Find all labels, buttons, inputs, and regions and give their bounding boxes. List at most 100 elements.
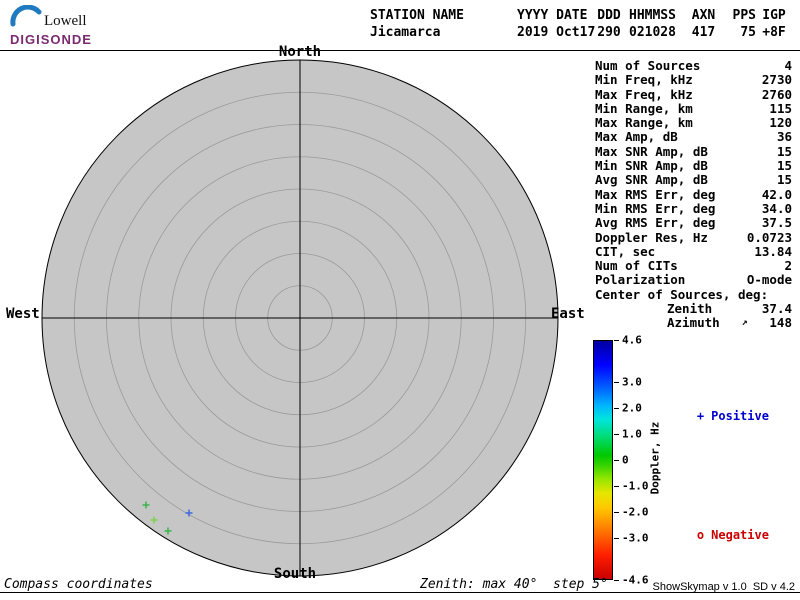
header-field-value: +8F <box>762 25 786 40</box>
stat-row: Max Amp, dB 36 <box>595 129 792 145</box>
colorbar-tick <box>614 512 619 514</box>
positive-marker-icon: + <box>696 409 705 423</box>
stat-row: Max Range, km 120 <box>595 115 792 131</box>
stat-label: Num of CITs <box>595 258 678 274</box>
compass-label-north: North <box>278 44 322 60</box>
colorbar-tick <box>614 538 619 540</box>
stat-value: 37.4 <box>761 301 792 317</box>
footer-coordinates-label: Compass coordinates <box>4 577 153 592</box>
stat-label: Center of Sources, deg: <box>595 286 769 302</box>
colorbar <box>593 340 613 580</box>
colorbar-tick-label: -3.0 <box>622 531 649 545</box>
stat-label: Min Range, km <box>595 100 693 116</box>
colorbar-tick-label: -2.0 <box>622 505 649 519</box>
stat-value: 2760 <box>761 86 792 102</box>
header-field-label: HHMMSS <box>629 8 676 23</box>
colorbar-tick-label: 3.0 <box>622 375 642 389</box>
stat-value: 36 <box>776 129 792 145</box>
legend-negative-label: Negative <box>711 528 769 542</box>
stat-row: Polarization O-mode <box>595 272 792 288</box>
stat-label: CIT, sec <box>595 243 656 259</box>
stat-row: Num of CITs 2 <box>595 258 792 274</box>
colorbar-tick-label: 4.6 <box>622 333 642 347</box>
stat-label: Polarization <box>595 272 686 288</box>
header-field-value: 2019 Oct17 <box>517 25 596 40</box>
stat-row: Doppler Res, Hz 0.0723 <box>595 229 792 245</box>
azimuth-direction-icon: ↗ <box>741 317 748 329</box>
stat-label: Max Range, km <box>595 115 693 131</box>
colorbar-tick-label: 0 <box>622 453 629 467</box>
logo-lowell-text: Lowell <box>44 13 87 29</box>
stat-value: 148 <box>769 315 792 331</box>
stat-label: Max RMS Err, deg <box>595 186 716 202</box>
header-field-label: PPS <box>732 8 756 23</box>
stat-label: Zenith <box>667 301 713 317</box>
stat-row: Center of Sources, deg: <box>595 286 792 302</box>
header-field-value: 021028 <box>629 25 676 40</box>
stat-label: Max SNR Amp, dB <box>595 143 708 159</box>
stat-label: Avg SNR Amp, dB <box>595 172 708 188</box>
stat-row: Min RMS Err, deg 34.0 <box>595 200 792 216</box>
logo-swoosh-icon <box>10 5 42 27</box>
header-field-value: 75 <box>740 25 756 40</box>
stat-row: Avg RMS Err, deg 37.5 <box>595 215 792 231</box>
source-marker <box>164 527 172 535</box>
header-divider <box>0 50 800 51</box>
stat-value: 115 <box>769 100 792 116</box>
stat-value: 34.0 <box>761 200 792 216</box>
colorbar-tick-label: 2.0 <box>622 401 642 415</box>
colorbar-tick <box>614 381 619 383</box>
header-field-label: IGP <box>762 8 786 23</box>
source-marker <box>150 516 158 524</box>
colorbar-title: Doppler, Hz <box>648 421 662 495</box>
stat-row: Max Freq, kHz 2760 <box>595 86 792 102</box>
colorbar-tick <box>614 486 619 488</box>
stat-label: Min SNR Amp, dB <box>595 158 708 174</box>
header-field-label: STATION NAME <box>370 8 464 23</box>
colorbar-tick-label: 1.0 <box>622 427 642 441</box>
stat-row: CIT, sec 13.84 <box>595 243 792 259</box>
legend-negative: o Negative <box>668 514 769 556</box>
compass-label-south: South <box>273 566 317 582</box>
header-field-label: AXN <box>691 8 716 23</box>
stat-value: 42.0 <box>761 186 792 202</box>
footer-divider <box>0 592 800 593</box>
negative-marker-icon: o <box>696 528 705 542</box>
source-marker <box>185 509 193 517</box>
colorbar-tick <box>614 433 619 435</box>
colorbar-tick-label: -4.6 <box>622 573 649 587</box>
header-field-value: Jicamarca <box>370 25 441 40</box>
header-field-label: YYYY DATE <box>517 8 588 23</box>
stat-label: Num of Sources <box>595 58 701 73</box>
stat-value: 2730 <box>761 72 792 88</box>
header-field-value: 417 <box>691 25 716 40</box>
source-marker <box>142 501 150 509</box>
stat-value: 15 <box>776 172 792 188</box>
stat-value: 15 <box>776 158 792 174</box>
header-table: STATION NAME YYYY DATE DDD HHMMSS AXN PPS IGP J… <box>370 7 792 41</box>
stat-row: Avg SNR Amp, dB 15 <box>595 172 792 188</box>
stat-label: Doppler Res, Hz <box>595 229 708 245</box>
stat-value: O-mode <box>746 272 792 288</box>
stat-label: Azimuth <box>667 315 720 331</box>
stat-label: Max Amp, dB <box>595 129 678 145</box>
stat-label: Avg RMS Err, deg <box>595 215 716 231</box>
lowell-digisonde-logo: Lowell DIGISONDE <box>8 5 140 49</box>
footer-version-info: ShowSkymap v 1.0 SD v 4.2 <box>652 581 795 593</box>
stat-row: Azimuth ↗ 148 <box>595 315 792 331</box>
header-field-value: 290 <box>597 25 621 40</box>
stat-value: 120 <box>769 115 792 131</box>
header-field-label: DDD <box>597 8 621 23</box>
legend-positive: + Positive <box>668 395 769 437</box>
logo-digisonde-text: DIGISONDE <box>10 32 92 47</box>
stat-value: 2 <box>784 258 792 274</box>
stat-row: Num of Sources 4 <box>595 58 792 73</box>
stat-row: Zenith 37.4 <box>595 301 792 317</box>
stat-value: 13.84 <box>754 243 792 259</box>
stat-value: 4 <box>784 58 792 73</box>
compass-label-west: West <box>6 306 40 322</box>
stats-panel: Num of Sources 4 Min Freq, kHz 2730 Max Freq… <box>595 58 792 331</box>
stat-label: Max Freq, kHz <box>595 86 693 102</box>
